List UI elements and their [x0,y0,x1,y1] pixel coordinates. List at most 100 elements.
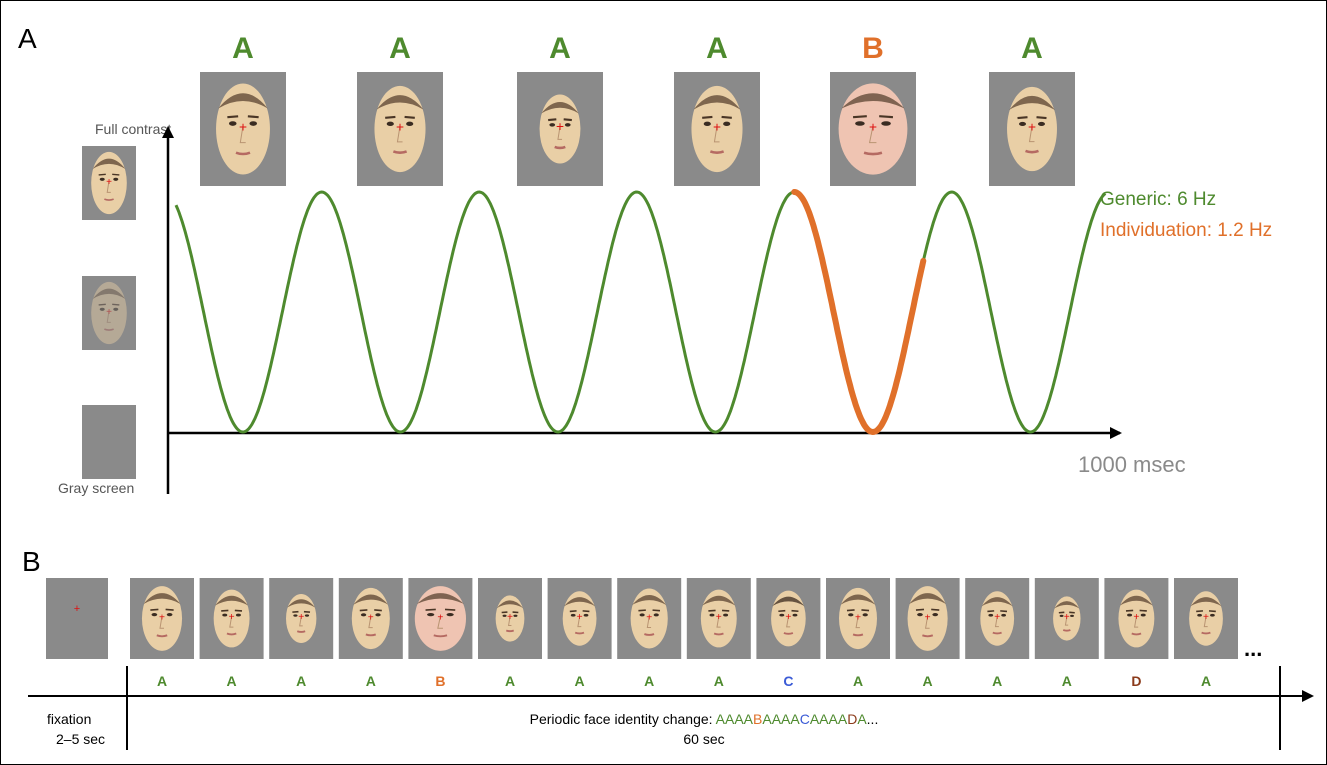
panel-b-face-13: + [1034,578,1099,659]
svg-text:+: + [239,120,247,135]
panel-b-letter-4: B [435,673,445,689]
panel-a-letter-2: A [549,32,571,65]
panel-b-face-8: + [686,578,751,659]
svg-text:+: + [106,307,112,318]
panel-b-face-10: + [826,578,890,659]
svg-text:+: + [1203,612,1209,623]
svg-text:+: + [1028,120,1036,135]
svg-text:+: + [556,119,564,134]
panel-b-face-6: + [547,578,612,659]
svg-text:+: + [646,612,652,623]
panel-a-face-1: + [357,72,443,186]
svg-text:+: + [106,177,112,188]
panel-a-letter-5: A [1021,32,1043,65]
panel-a-letter-1: A [389,32,411,65]
panel-a-face-3: + [674,72,760,186]
panel-b-face-2: + [269,578,334,659]
panel-b-face-7: + [617,578,682,659]
panel-b-face-5: + [478,578,542,659]
svg-text:+: + [298,612,304,623]
panel-b-letter-10: A [853,673,863,689]
contrast-reference-gray [82,405,136,479]
panel-b-letter-11: A [923,673,933,689]
svg-text:+: + [713,120,721,135]
panel-b-letter-3: A [366,673,376,689]
y-axis-top-label: Full contrast [95,121,171,137]
svg-text:+: + [994,612,1000,623]
panel-a-letter-0: A [232,32,254,65]
caption-seq-part-4: AAAA [810,711,848,727]
caption-prefix: Periodic face identity change: [530,711,716,727]
caption-suffix: ... [867,711,879,727]
panel-a-letter-3: A [706,32,728,65]
panel-b-face-15: + [1174,578,1238,659]
contrast-reference-half: + [82,276,136,350]
panel-b-face-3: + [338,578,403,659]
caption-seq-part-5: D [847,711,857,727]
fixation-label: fixation [47,711,91,727]
panel-b-letter-2: A [296,673,306,689]
panel-b-letter-6: A [575,673,585,689]
panel-b-letter-5: A [505,673,515,689]
panel-b-faces: + + + + + + + + + + + + + + + + [130,578,1238,659]
svg-text:+: + [925,612,931,623]
svg-text:+: + [785,612,791,623]
individuation-contrast-wave [791,189,927,436]
panel-a-face-4: + [830,72,916,186]
panel-a-letter-4: B [862,32,884,65]
svg-text:+: + [229,612,235,623]
panel-a-faces: + + + + + + [200,72,1075,186]
panel-a-face-2: + [517,72,603,186]
panel-a: A A A A A B A + + + + + + + + Full contrast Gray s… [18,23,1272,496]
panel-b-letter-12: A [992,673,1002,689]
caption-seq-part-6: A [857,711,867,727]
caption-seq-part-2: AAAA [762,711,800,727]
svg-text:+: + [74,603,80,615]
svg-text:+: + [1133,612,1139,623]
panel-b-label: B [22,546,41,577]
panel-b-letter-8: A [714,673,724,689]
svg-text:+: + [396,120,404,135]
panel-b-face-4: + [408,578,473,659]
caption-seq-part-0: AAAA [716,711,754,727]
panel-b-face-0: + [130,578,194,659]
sequence-ellipsis: ... [1244,636,1262,661]
panel-b-face-11: + [895,578,960,659]
panel-b-face-14: + [1104,578,1169,659]
caption-seq-part-1: B [753,711,762,727]
svg-text:+: + [1064,612,1070,623]
svg-text:+: + [159,612,165,623]
panel-b-face-1: + [199,578,264,659]
panel-b-letter-14: D [1131,673,1141,689]
panel-b-letter-15: A [1201,673,1211,689]
panel-b-letter-9: C [783,673,793,689]
caption-seq-part-3: C [800,711,810,727]
svg-text:+: + [437,612,443,623]
panel-b-letter-7: A [644,673,654,689]
legend-individuation: Individuation: 1.2 Hz [1100,220,1272,241]
generic-contrast-wave [174,190,1107,434]
legend-generic: Generic: 6 Hz [1100,189,1216,210]
panel-a-face-0: + [200,72,286,186]
fixation-screen: + [46,578,108,659]
panel-a-face-5: + [989,72,1075,186]
x-axis-label: 1000 msec [1078,452,1186,477]
panel-b-face-9: + [756,578,821,659]
svg-text:+: + [855,612,861,623]
panel-b-face-12: + [965,578,1030,659]
panel-b-letter-13: A [1062,673,1072,689]
svg-text:+: + [577,612,583,623]
svg-text:+: + [507,612,513,623]
caption-sequence: AAAABAAAACAAAADA [716,711,868,727]
periodic-caption: Periodic face identity change: AAAABAAAA… [530,711,879,727]
panel-b-letter-0: A [157,673,167,689]
panel-a-label: A [18,23,37,54]
fixation-duration: 2–5 sec [56,731,105,747]
panel-b-letter-1: A [227,673,237,689]
contrast-reference-full: + [82,146,136,220]
svg-text:+: + [368,612,374,623]
svg-text:+: + [716,612,722,623]
